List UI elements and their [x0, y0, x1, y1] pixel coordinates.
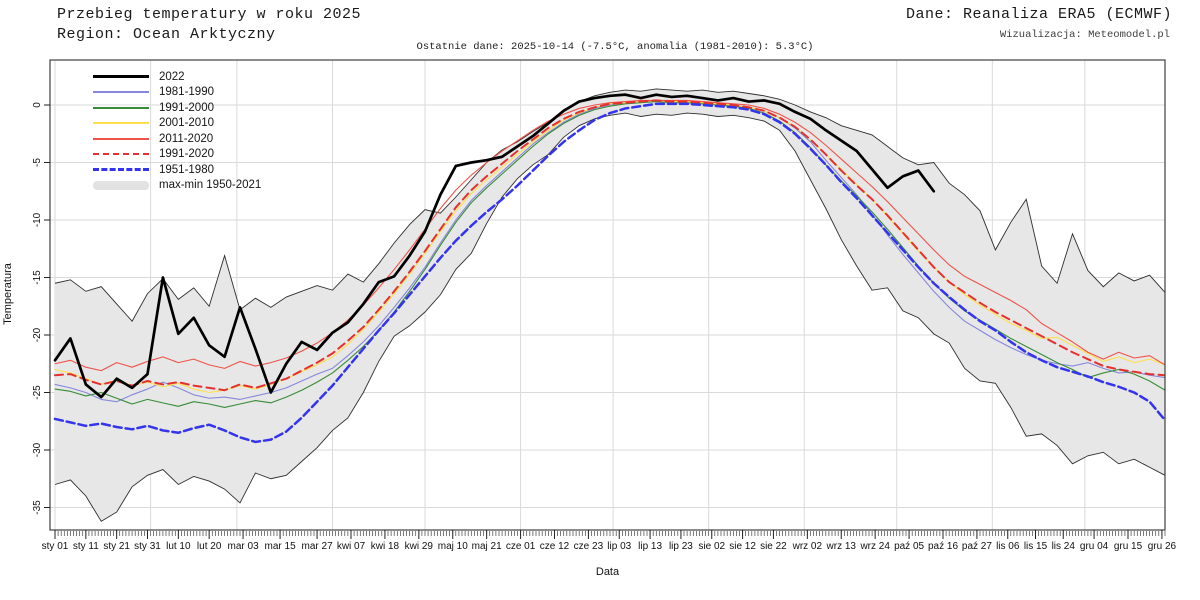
legend: 2022 1981-1990 1991-2000 2001-2010 2011-2020… — [93, 70, 261, 192]
svg-text:lis 06: lis 06 — [996, 541, 1020, 552]
y-tick-labels: 0 -5 -10 -15 -20 -25 -30 -35 — [32, 102, 43, 515]
svg-text:gru 04: gru 04 — [1080, 541, 1109, 552]
x-axis-title: Data — [595, 566, 620, 578]
legend-item: 2011-2020 — [93, 132, 261, 146]
svg-text:lip 13: lip 13 — [638, 541, 662, 552]
legend-label: 2022 — [159, 70, 185, 83]
y-axis-title: Temperatura — [2, 263, 14, 325]
series-1991-2020 — [54, 99, 1165, 392]
legend-swatch-band — [93, 180, 149, 190]
minmax-band — [55, 88, 1165, 522]
svg-text:lip 23: lip 23 — [669, 541, 693, 552]
series-1981-1990 — [54, 101, 1165, 403]
visualization-credit: Wizualizacja: Meteomodel.pl — [999, 29, 1170, 41]
legend-item: 1991-2020 — [93, 148, 261, 162]
data-source-label: Dane: Reanaliza ERA5 (ECMWF) — [905, 6, 1172, 23]
svg-text:cze 23: cze 23 — [574, 541, 604, 552]
svg-text:-20: -20 — [32, 327, 43, 342]
legend-swatch-solid — [93, 75, 149, 79]
svg-text:-30: -30 — [32, 442, 43, 457]
svg-text:kwi 18: kwi 18 — [371, 541, 400, 552]
svg-text:gru 15: gru 15 — [1114, 541, 1143, 552]
legend-swatch-solid — [93, 122, 149, 125]
legend-label: 1991-2000 — [159, 101, 214, 114]
plot-frame — [49, 59, 1166, 531]
svg-text:kwi 29: kwi 29 — [405, 541, 434, 552]
svg-text:cze 01: cze 01 — [506, 541, 536, 552]
svg-text:sie 12: sie 12 — [729, 541, 756, 552]
axis-ticks — [44, 104, 1166, 539]
series-1951-1980 — [53, 102, 1165, 444]
legend-swatch-solid — [93, 106, 149, 109]
legend-label: 1951-1980 — [159, 163, 214, 176]
legend-item: 2001-2010 — [93, 117, 261, 131]
svg-text:sie 22: sie 22 — [760, 541, 787, 552]
svg-text:paź 05: paź 05 — [894, 541, 924, 552]
svg-text:sty 01: sty 01 — [42, 541, 69, 552]
svg-text:mar 03: mar 03 — [228, 541, 260, 552]
legend-item: 1951-1980 — [93, 163, 261, 177]
x-tick-labels: sty 01 sty 11 sty 21 sty 31 lut 10 lut 20 mar … — [42, 541, 1177, 552]
svg-text:wrz 13: wrz 13 — [826, 541, 857, 552]
last-data-subtitle: Ostatnie dane: 2025-10-14 (-7.5°C, anoma… — [416, 41, 814, 53]
legend-item: 1981-1990 — [93, 86, 261, 100]
svg-text:paź 16: paź 16 — [928, 541, 958, 552]
legend-label: 2011-2020 — [159, 132, 214, 145]
legend-swatch-solid — [93, 91, 149, 94]
svg-text:wrz 24: wrz 24 — [859, 541, 890, 552]
legend-label: 2001-2010 — [159, 117, 214, 130]
legend-swatch-dashed — [93, 153, 149, 156]
svg-text:sie 02: sie 02 — [698, 541, 725, 552]
region-subtitle: Region: Ocean Arktyczny — [57, 26, 276, 43]
band-min-edge — [54, 112, 1165, 522]
legend-label: 1981-1990 — [159, 86, 214, 99]
page-title: Przebieg temperatury w roku 2025 — [57, 6, 362, 23]
svg-text:-25: -25 — [32, 385, 43, 400]
svg-text:maj 21: maj 21 — [472, 541, 502, 552]
svg-text:kwi 07: kwi 07 — [337, 541, 366, 552]
svg-text:lis 24: lis 24 — [1052, 541, 1076, 552]
svg-text:-35: -35 — [32, 500, 43, 515]
svg-text:-10: -10 — [32, 212, 43, 227]
legend-label: 1991-2020 — [159, 148, 214, 161]
svg-text:sty 21: sty 21 — [103, 541, 130, 552]
legend-swatch-solid — [93, 137, 149, 140]
svg-text:sty 11: sty 11 — [73, 541, 99, 552]
legend-swatch-dashed — [93, 168, 149, 172]
series-2022 — [53, 93, 936, 399]
svg-text:lip 03: lip 03 — [607, 541, 631, 552]
legend-item: 2022 — [93, 70, 261, 84]
series-2011-2020 — [54, 99, 1165, 372]
svg-text:sty 31: sty 31 — [134, 541, 161, 552]
svg-text:maj 10: maj 10 — [438, 541, 468, 552]
svg-text:-15: -15 — [32, 270, 43, 285]
svg-text:mar 15: mar 15 — [265, 541, 297, 552]
svg-text:lis 15: lis 15 — [1024, 541, 1048, 552]
svg-text:lut 10: lut 10 — [166, 541, 191, 552]
legend-label: max-min 1950-2021 — [159, 179, 262, 192]
svg-text:gru 26: gru 26 — [1148, 541, 1177, 552]
svg-text:-5: -5 — [32, 158, 43, 167]
series-2001-2010 — [54, 99, 1165, 394]
legend-item: 1991-2000 — [93, 101, 261, 115]
svg-text:wrz 02: wrz 02 — [792, 541, 823, 552]
svg-text:paź 27: paź 27 — [962, 541, 992, 552]
legend-item: max-min 1950-2021 — [93, 179, 261, 193]
svg-text:cze 12: cze 12 — [540, 541, 570, 552]
svg-text:mar 27: mar 27 — [302, 541, 334, 552]
svg-text:lut 20: lut 20 — [197, 541, 222, 552]
svg-text:0: 0 — [32, 102, 43, 108]
